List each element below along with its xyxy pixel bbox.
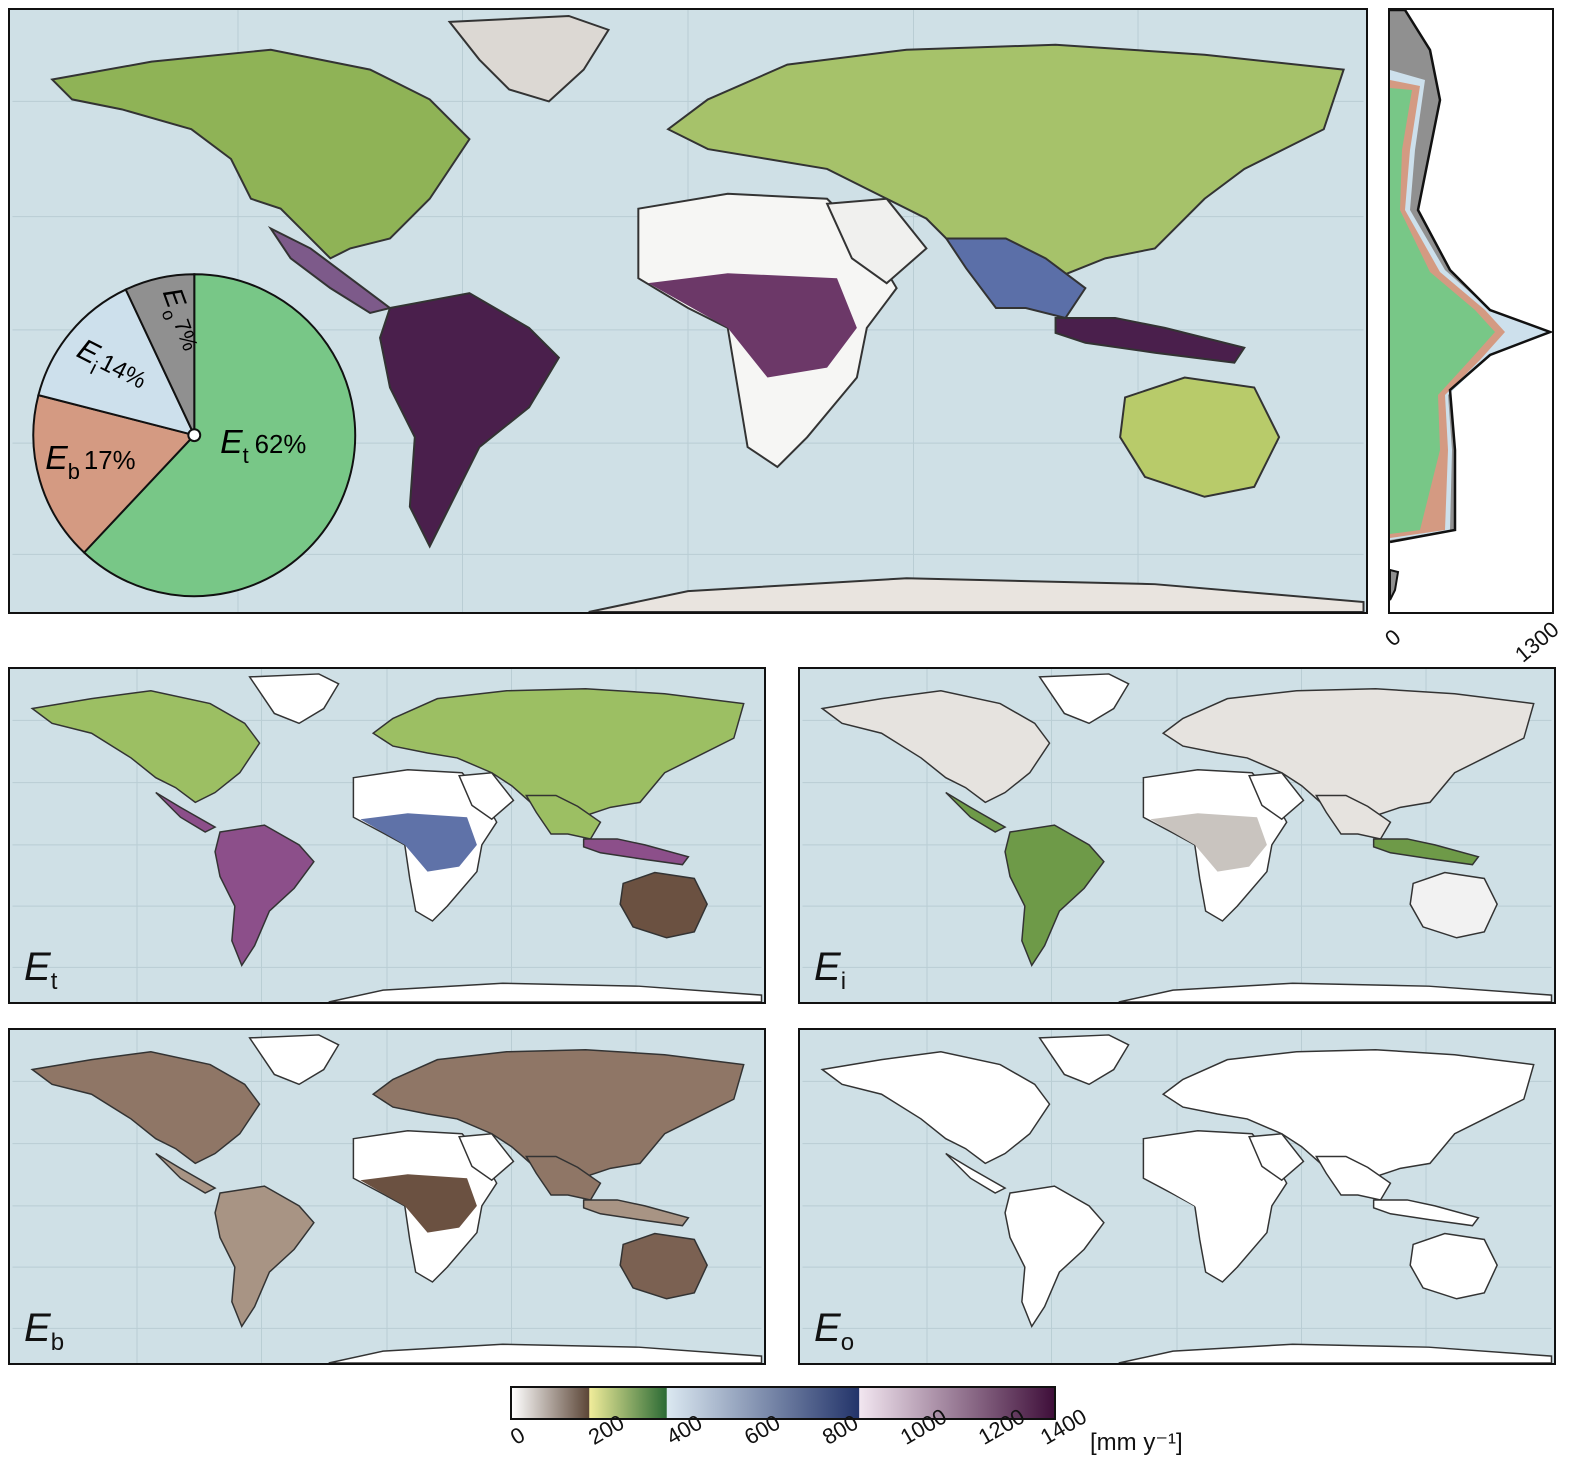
pie-slice-ei	[37, 288, 197, 437]
africa-wet	[648, 273, 857, 378]
panel-eb: Eb	[8, 1028, 766, 1365]
indonesia	[1372, 1199, 1480, 1227]
australia	[619, 871, 708, 939]
profile-tick-max: 1300	[1510, 616, 1564, 668]
africa-wet	[360, 813, 477, 872]
antarctica	[328, 1343, 763, 1363]
profile-svg	[1390, 10, 1552, 601]
panel-eo: Eo	[798, 1028, 1556, 1365]
pie-label-et: Et 62%	[220, 423, 306, 468]
profile-tick-min: 0	[1380, 624, 1406, 652]
europe-asia	[1161, 1049, 1535, 1179]
panel-ei: Ei	[798, 667, 1556, 1004]
continents	[30, 673, 763, 1002]
greenland	[1038, 673, 1130, 725]
panel-et: Et	[8, 667, 766, 1004]
arabia	[825, 197, 928, 285]
profile-et-area	[1390, 88, 1495, 534]
north-america	[30, 689, 261, 804]
south-america	[1004, 1185, 1105, 1329]
indonesia	[1372, 838, 1480, 866]
greenland	[248, 1034, 340, 1086]
pie-slice-eo	[124, 273, 196, 436]
africa-wet	[360, 1174, 477, 1233]
panel-eo-svg	[802, 1030, 1553, 1363]
arabia	[458, 1132, 515, 1182]
antarctica	[328, 982, 763, 1002]
colorbar-tick: 0	[506, 1421, 530, 1450]
north-america	[30, 1050, 261, 1165]
antarctica	[1118, 1343, 1553, 1363]
europe-asia	[371, 1049, 745, 1179]
continents	[50, 14, 1365, 612]
continents	[30, 1034, 763, 1363]
europe-asia	[371, 688, 745, 818]
arabia	[1248, 1132, 1305, 1182]
south-america	[214, 824, 315, 968]
south-america	[379, 292, 561, 549]
africa-wet	[1150, 1174, 1267, 1233]
profile-antarctic-line	[1390, 568, 1400, 601]
pie-center-dot	[187, 428, 202, 443]
panel-ei-svg	[802, 669, 1553, 1002]
south-america	[1004, 824, 1105, 968]
panel-label-ei: Ei	[814, 945, 847, 995]
central-america	[155, 1152, 217, 1194]
contribution-pie: Et 62% Eb 17% Ei14% Eo7%	[32, 273, 357, 598]
profile-total-line	[1390, 10, 1552, 544]
greenland	[447, 14, 611, 103]
europe-asia	[1161, 688, 1535, 818]
panel-label-et: Et	[24, 945, 58, 995]
pie-label-eb: Eb 17%	[45, 439, 135, 484]
panel-eb-svg	[12, 1030, 763, 1363]
pie-slice-eb	[32, 393, 197, 554]
greenland	[1038, 1034, 1130, 1086]
australia	[1119, 376, 1281, 498]
pie-slice-et	[82, 273, 357, 598]
australia	[1409, 871, 1498, 939]
latitudinal-profile	[1388, 8, 1554, 614]
central-america	[945, 791, 1007, 833]
antarctica	[588, 577, 1365, 612]
colorbar	[510, 1386, 1056, 1420]
north-america	[50, 48, 471, 260]
australia	[1409, 1232, 1498, 1300]
panel-et-svg	[12, 669, 763, 1002]
north-america	[820, 689, 1051, 804]
central-america	[155, 791, 217, 833]
arabia	[458, 771, 515, 821]
australia	[619, 1232, 708, 1300]
africa-wet	[1150, 813, 1267, 872]
antarctica	[1118, 982, 1553, 1002]
north-america	[820, 1050, 1051, 1165]
main-map-svg: Et 62% Eb 17% Ei14% Eo7%	[12, 10, 1365, 612]
greenland	[248, 673, 340, 725]
indonesia	[1054, 316, 1246, 364]
panel-label-eb: Eb	[24, 1306, 65, 1356]
central-america	[945, 1152, 1007, 1194]
panel-label-eo: Eo	[814, 1306, 855, 1356]
main-evaporation-map: Et 62% Eb 17% Ei14% Eo7%	[8, 8, 1368, 614]
europe-asia	[666, 43, 1345, 280]
indonesia	[582, 838, 690, 866]
colorbar-unit: [mm y⁻¹]	[1090, 1429, 1183, 1456]
continents	[820, 1034, 1553, 1363]
arabia	[1248, 771, 1305, 821]
south-america	[214, 1185, 315, 1329]
central-america	[267, 225, 393, 315]
continents	[820, 673, 1553, 1002]
indonesia	[582, 1199, 690, 1227]
